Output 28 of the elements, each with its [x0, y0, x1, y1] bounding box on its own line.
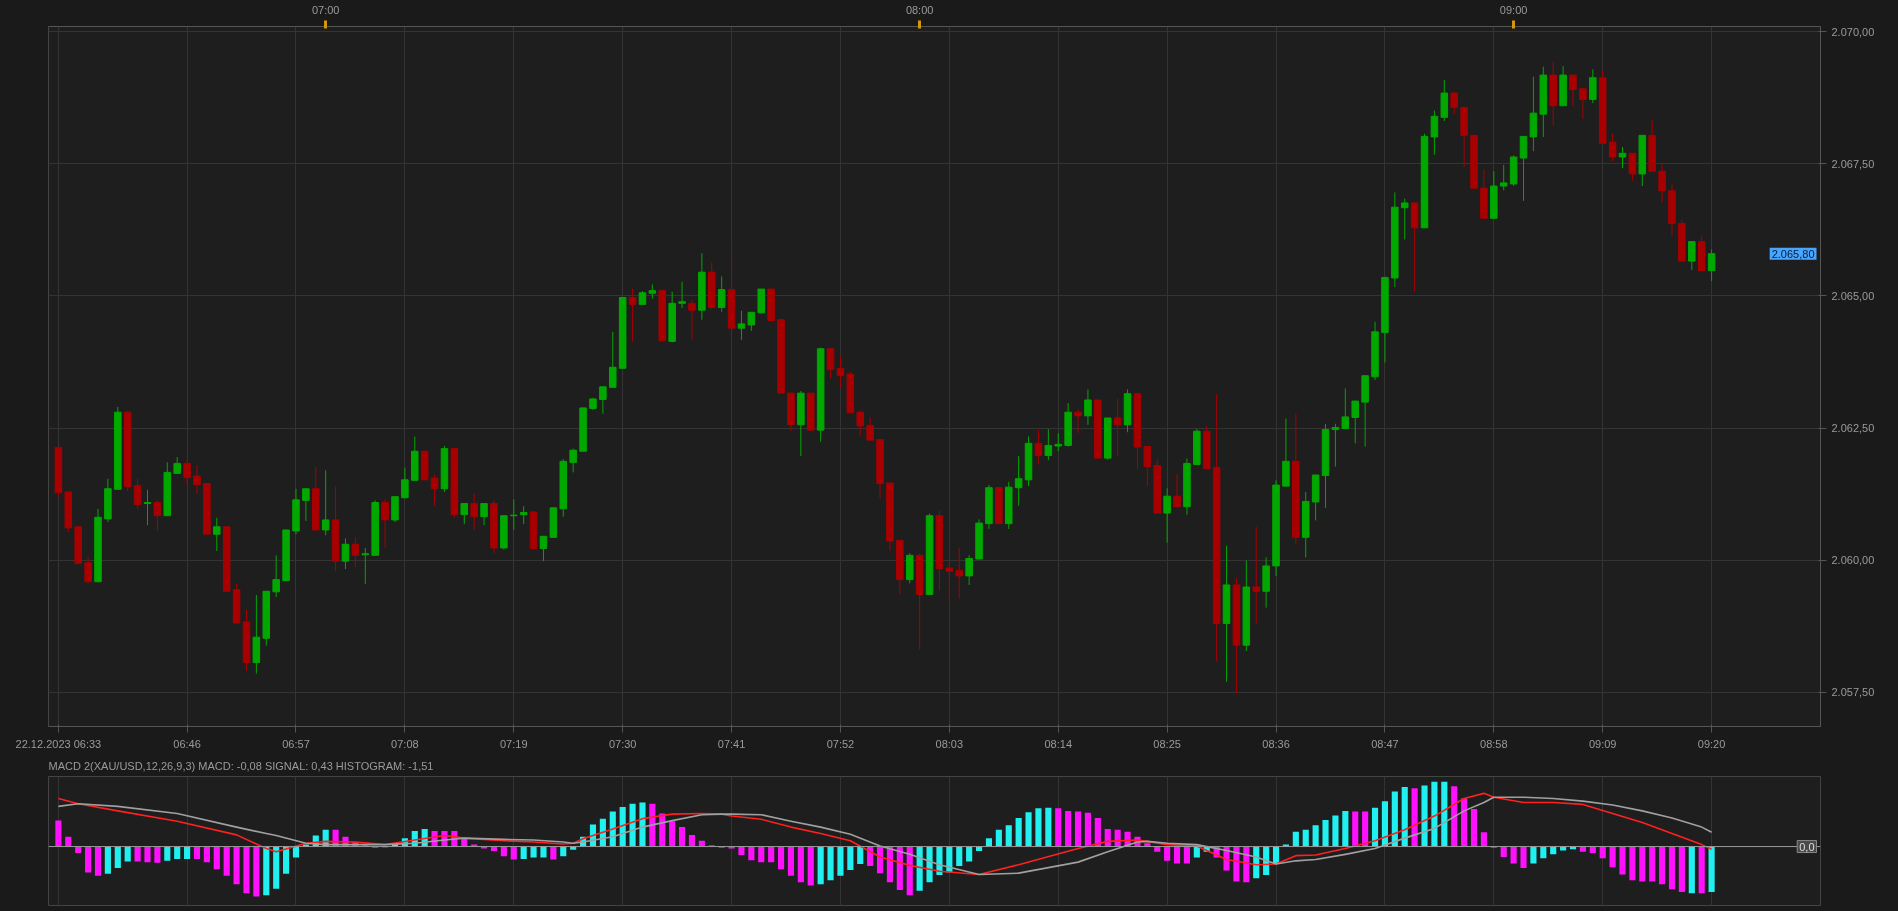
- x2-tick-label: 09:00: [1499, 3, 1528, 16]
- x-tick-label: 08:58: [1480, 737, 1508, 750]
- y-tick-label: 2.062,50: [1831, 422, 1875, 435]
- x2-tick-label: 08:00: [905, 3, 934, 16]
- annotation: 2.065,80: [1771, 247, 1815, 260]
- y-tick-label: 2.060,00: [1831, 554, 1875, 567]
- x-tick-label: 07:41: [717, 737, 746, 750]
- x2-tick-label: 07:00: [311, 3, 340, 16]
- x-tick-label: 08:25: [1153, 737, 1181, 750]
- x-tick-label: 07:30: [608, 737, 637, 750]
- x-tick-label: 08:47: [1371, 737, 1399, 750]
- x-tick-label: 08:36: [1262, 737, 1290, 750]
- y-tick-label: 2.067,50: [1831, 157, 1875, 170]
- annotation: 0,0: [1799, 840, 1815, 853]
- y-tick-label: 2.065,00: [1831, 289, 1875, 302]
- y-tick-label: 2.070,00: [1831, 25, 1875, 38]
- x-tick-label: 22.12.2023 06:33: [15, 737, 102, 750]
- x-tick-label: 07:08: [391, 737, 419, 750]
- x-tick-label: 06:46: [173, 737, 201, 750]
- x-tick-label: 09:20: [1697, 737, 1726, 750]
- x-tick-label: 07:19: [500, 737, 528, 750]
- x-tick-label: 09:09: [1588, 737, 1617, 750]
- x-tick-label: 06:57: [282, 737, 310, 750]
- chart-title: MACD 2(XAU/USD,12,26,9,3) MACD: -0,08 SIGNAL: 0,43 HISTOGRAM: -1,51: [48, 759, 434, 772]
- x-tick-label: 08:03: [935, 737, 964, 750]
- x-tick-label: 08:14: [1044, 737, 1073, 750]
- x-tick-label: 07:52: [826, 737, 855, 750]
- y-tick-label: 2.057,50: [1831, 686, 1875, 699]
